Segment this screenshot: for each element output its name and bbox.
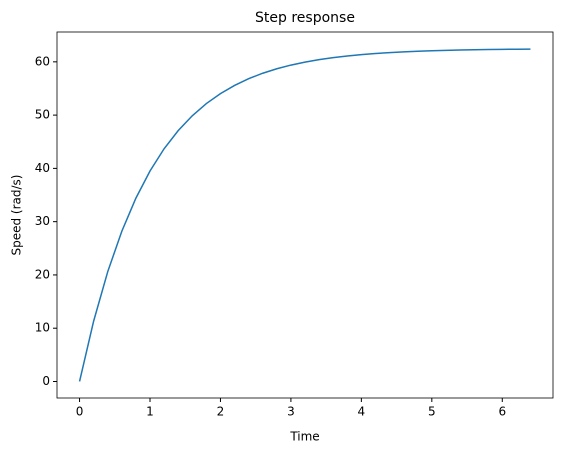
y-tick-label: 0 (42, 374, 50, 388)
x-tick-label: 2 (217, 405, 225, 419)
x-tick-label: 5 (428, 405, 436, 419)
chart-title: Step response (255, 10, 355, 26)
x-tick-label: 3 (287, 405, 295, 419)
y-tick-label: 30 (35, 214, 50, 228)
data-line (78, 48, 531, 382)
y-tick-label: 50 (35, 108, 50, 122)
y-tick-label: 10 (35, 321, 50, 335)
x-tick-label: 4 (358, 405, 366, 419)
y-tick-label: 40 (35, 161, 50, 175)
x-tick-label: 0 (76, 405, 84, 419)
plot-frame (56, 31, 554, 399)
x-axis-label: Time (289, 430, 319, 444)
x-tick-label: 1 (146, 405, 154, 419)
x-tick-label: 6 (498, 405, 506, 419)
y-axis-label: Speed (rad/s) (10, 175, 24, 256)
y-tick-label: 20 (35, 267, 50, 281)
y-tick-label: 60 (35, 54, 50, 68)
